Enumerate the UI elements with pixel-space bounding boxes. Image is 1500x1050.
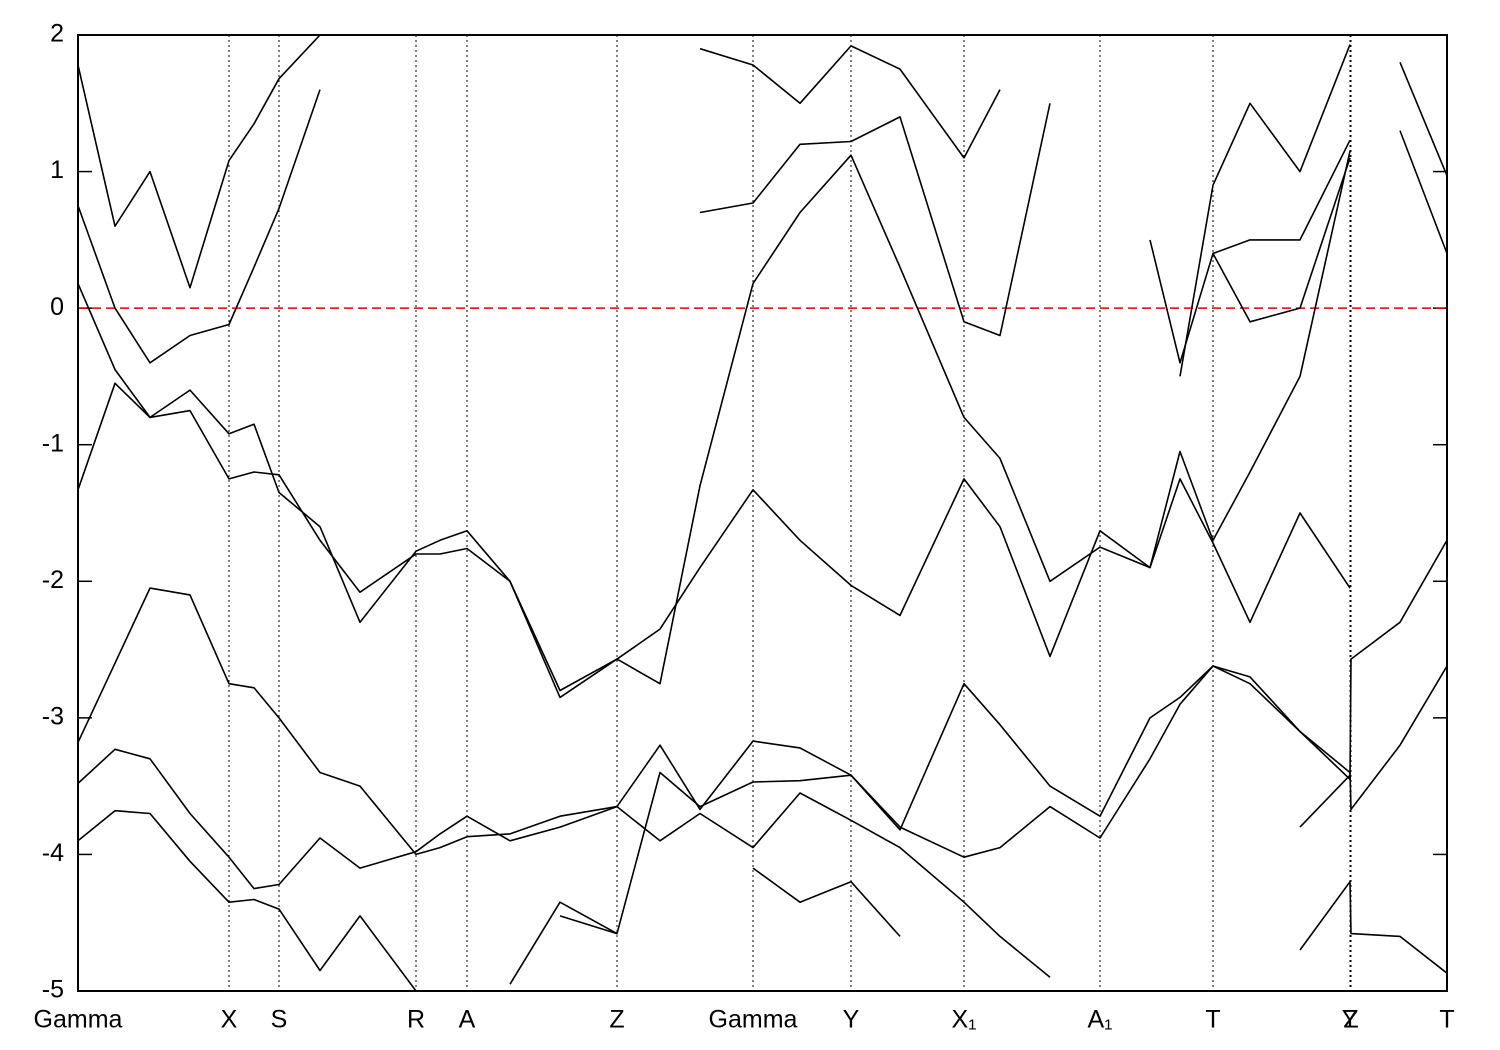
x-tick-label: Gamma (709, 1006, 798, 1034)
x-tick-label: X₁ (951, 1006, 976, 1034)
band-line (78, 539, 1447, 856)
x-tick-label: X (221, 1006, 238, 1034)
y-tick-label: 0 (50, 293, 64, 321)
y-tick-label: 2 (50, 20, 64, 48)
x-tick-label: T (1205, 1006, 1220, 1034)
plot-frame (77, 34, 1448, 992)
band-line (78, 665, 1447, 991)
band-line (1149, 157, 1351, 364)
bands (78, 35, 1447, 991)
y-tick-label: -3 (42, 702, 64, 730)
x-tick-label: Gamma (34, 1006, 123, 1034)
x-tick-label: Y (1342, 1006, 1359, 1034)
band-line (78, 35, 1447, 377)
y-tick-label: 1 (50, 156, 64, 184)
x-tick-label: A₁ (1087, 1006, 1112, 1034)
x-tick-label: T (1439, 1006, 1454, 1034)
x-tick-label: Z (609, 1006, 624, 1034)
band-line (509, 867, 1447, 985)
x-tick-label: A (459, 1006, 476, 1034)
band-line (78, 748, 1351, 978)
x-tick-label: S (271, 1006, 288, 1034)
y-tick-label: -1 (42, 429, 64, 457)
band-line (78, 89, 1447, 364)
band-line (78, 150, 1351, 692)
x-tick-label: Y (843, 1006, 860, 1034)
y-tick-label: -2 (42, 566, 64, 594)
x-tick-label: R (407, 1006, 425, 1034)
y-tick-label: -5 (42, 976, 64, 1004)
x-tick-label: Z (1343, 1006, 1358, 1034)
y-tick-label: -4 (42, 839, 64, 867)
